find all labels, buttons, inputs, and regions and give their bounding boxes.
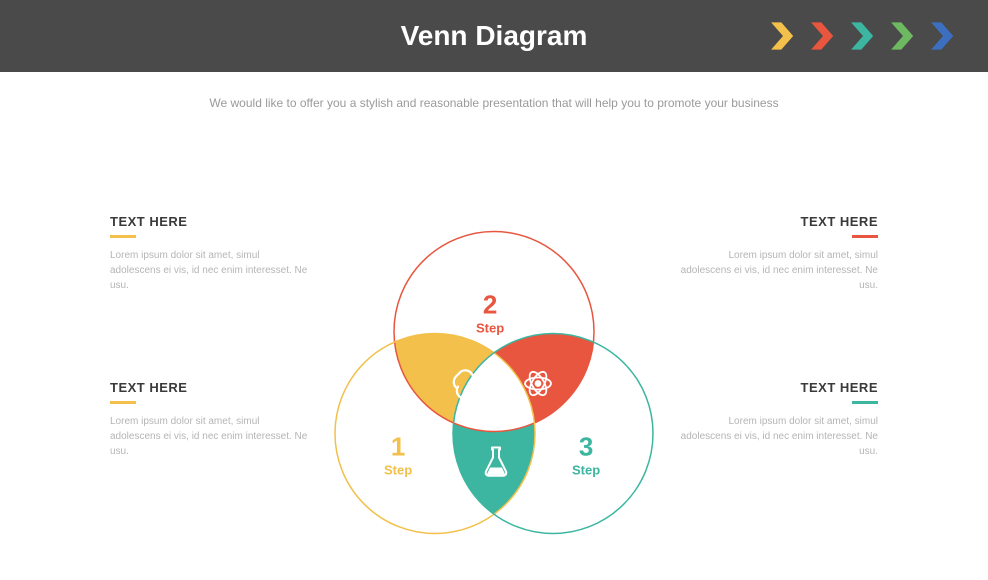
- subtitle-text: We would like to offer you a stylish and…: [0, 96, 988, 110]
- step-label: Step: [384, 463, 412, 478]
- step-label: Step: [572, 463, 600, 478]
- venn-diagram: 2 Step 1 Step 3 Step: [304, 204, 684, 569]
- chevron-row: [766, 19, 960, 53]
- chevron-icon: [846, 19, 880, 53]
- text-block-bottom-left: TEXT HERE Lorem ipsum dolor sit amet, si…: [110, 380, 310, 459]
- text-body: Lorem ipsum dolor sit amet, simul adoles…: [110, 248, 310, 293]
- step-label: Step: [476, 321, 504, 336]
- text-block-top-left: TEXT HERE Lorem ipsum dolor sit amet, si…: [110, 214, 310, 293]
- heading-underline: [110, 235, 136, 238]
- step-3: 3 Step: [572, 432, 600, 478]
- heading-underline: [852, 401, 878, 404]
- text-heading: TEXT HERE: [110, 214, 310, 229]
- heading-underline: [852, 235, 878, 238]
- chevron-icon: [806, 19, 840, 53]
- step-1: 1 Step: [384, 432, 412, 478]
- step-number: 1: [384, 432, 412, 463]
- header-bar: Venn Diagram: [0, 0, 988, 72]
- page-title: Venn Diagram: [401, 20, 588, 52]
- main-area: We would like to offer you a stylish and…: [0, 96, 988, 580]
- chevron-icon: [886, 19, 920, 53]
- text-block-top-right: TEXT HERE Lorem ipsum dolor sit amet, si…: [678, 214, 878, 293]
- step-number: 3: [572, 432, 600, 463]
- text-heading: TEXT HERE: [678, 214, 878, 229]
- text-heading: TEXT HERE: [678, 380, 878, 395]
- step-2: 2 Step: [476, 290, 504, 336]
- chevron-icon: [766, 19, 800, 53]
- step-number: 2: [476, 290, 504, 321]
- text-heading: TEXT HERE: [110, 380, 310, 395]
- chevron-icon: [926, 19, 960, 53]
- text-body: Lorem ipsum dolor sit amet, simul adoles…: [678, 414, 878, 459]
- text-body: Lorem ipsum dolor sit amet, simul adoles…: [110, 414, 310, 459]
- text-body: Lorem ipsum dolor sit amet, simul adoles…: [678, 248, 878, 293]
- heading-underline: [110, 401, 136, 404]
- text-block-bottom-right: TEXT HERE Lorem ipsum dolor sit amet, si…: [678, 380, 878, 459]
